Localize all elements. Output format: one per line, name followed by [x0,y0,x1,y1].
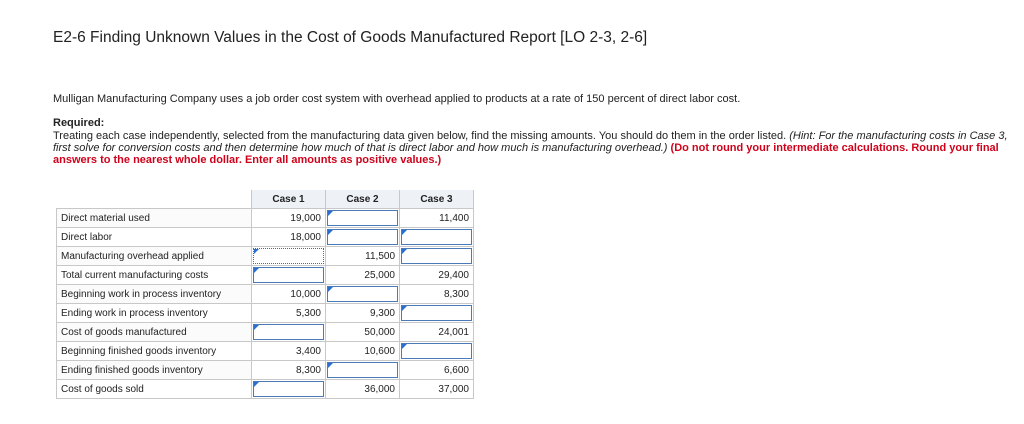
given-value-case-3: 37,000 [399,379,474,399]
answer-input-case-2[interactable] [325,208,400,228]
exercise-title: E2-6 Finding Unknown Values in the Cost … [53,29,648,46]
column-header-case-3: Case 3 [399,190,474,209]
input-flag-icon [328,363,333,368]
given-value-case-2: 10,600 [325,341,400,361]
row-label: Direct labor [56,227,252,247]
input-flag-icon [402,306,407,311]
input-flag-icon [402,249,407,254]
answer-input-box[interactable] [253,324,324,340]
row-label: Ending work in process inventory [56,303,252,323]
given-value-case-1: 8,300 [251,360,326,380]
given-value-case-1: 3,400 [251,341,326,361]
given-value-case-1: 10,000 [251,284,326,304]
required-text: Treating each case independently, select… [53,130,790,142]
answer-input-case-2[interactable] [325,360,400,380]
given-value-case-2: 36,000 [325,379,400,399]
answer-input-case-1[interactable] [251,379,326,399]
table-row: Ending work in process inventory 5,300 9,3… [56,303,474,323]
column-header-case-2: Case 2 [325,190,400,209]
given-value-case-3: 8,300 [399,284,474,304]
answer-input-box[interactable] [253,267,324,283]
answer-input-box[interactable] [253,381,324,397]
intro-text: Mulligan Manufacturing Company uses a jo… [53,93,741,105]
input-flag-icon [402,344,407,349]
row-label: Beginning finished goods inventory [56,341,252,361]
row-label: Ending finished goods inventory [56,360,252,380]
given-value-case-3: 24,001 [399,322,474,342]
answer-input-box[interactable] [401,305,472,321]
answer-input-case-2[interactable] [325,284,400,304]
required-heading: Required: [53,117,105,129]
given-value-case-2: 11,500 [325,246,400,266]
table-row: Ending finished goods inventory 8,300 6,60… [56,360,474,380]
answer-input-case-1[interactable] [251,265,326,285]
answer-input-case-3[interactable] [399,341,474,361]
given-value-case-2: 9,300 [325,303,400,323]
answer-input-box[interactable] [401,248,472,264]
given-value-case-2: 50,000 [325,322,400,342]
input-flag-icon [328,230,333,235]
row-label: Direct material used [56,208,252,228]
answer-input-case-1[interactable] [251,246,326,266]
input-flag-icon [328,287,333,292]
input-flag-icon [402,230,407,235]
rounding-instructions: (Do not round your intermediate calculat… [53,142,999,166]
given-value-case-1: 18,000 [251,227,326,247]
answer-input-case-3[interactable] [399,227,474,247]
given-value-case-1: 19,000 [251,208,326,228]
given-value-case-2: 25,000 [325,265,400,285]
answer-input-case-2[interactable] [325,227,400,247]
input-flag-icon [254,325,259,330]
answer-input-box[interactable] [327,362,398,378]
table-row: Beginning work in process inventory 10,00… [56,284,474,304]
required-instructions: Treating each case independently, select… [53,130,1018,166]
hint-text: (Hint: For the manufacturing costs in Ca… [53,130,1008,154]
answer-input-case-3[interactable] [399,246,474,266]
table-row: Beginning finished goods inventory 3,400 1… [56,341,474,361]
answer-input-case-1[interactable] [251,322,326,342]
answer-input-box[interactable] [253,248,324,264]
row-label: Total current manufacturing costs [56,265,252,285]
given-value-case-1: 5,300 [251,303,326,323]
table-row: Direct material used 19,000 11,400 [56,208,474,228]
given-value-case-3: 11,400 [399,208,474,228]
table-row: Manufacturing overhead applied 11,500 [56,246,474,266]
input-flag-icon [254,382,259,387]
answer-input-case-3[interactable] [399,303,474,323]
answer-input-box[interactable] [401,229,472,245]
cost-table: Case 1 Case 2 Case 3 Direct material use… [56,190,474,399]
row-label: Beginning work in process inventory [56,284,252,304]
answer-input-box[interactable] [327,210,398,226]
input-flag-icon [328,211,333,216]
table-row: Cost of goods sold 36,000 37,000 [56,379,474,399]
row-label: Cost of goods sold [56,379,252,399]
table-row: Cost of goods manufactured 50,000 24,001 [56,322,474,342]
table-row: Direct labor 18,000 [56,227,474,247]
given-value-case-3: 29,400 [399,265,474,285]
answer-input-box[interactable] [327,229,398,245]
answer-input-box[interactable] [401,343,472,359]
input-flag-icon [254,249,259,254]
column-header-case-1: Case 1 [251,190,326,209]
table-corner [56,190,252,209]
row-label: Manufacturing overhead applied [56,246,252,266]
input-flag-icon [254,268,259,273]
given-value-case-3: 6,600 [399,360,474,380]
row-label: Cost of goods manufactured [56,322,252,342]
answer-input-box[interactable] [327,286,398,302]
table-row: Total current manufacturing costs 25,000 2… [56,265,474,285]
